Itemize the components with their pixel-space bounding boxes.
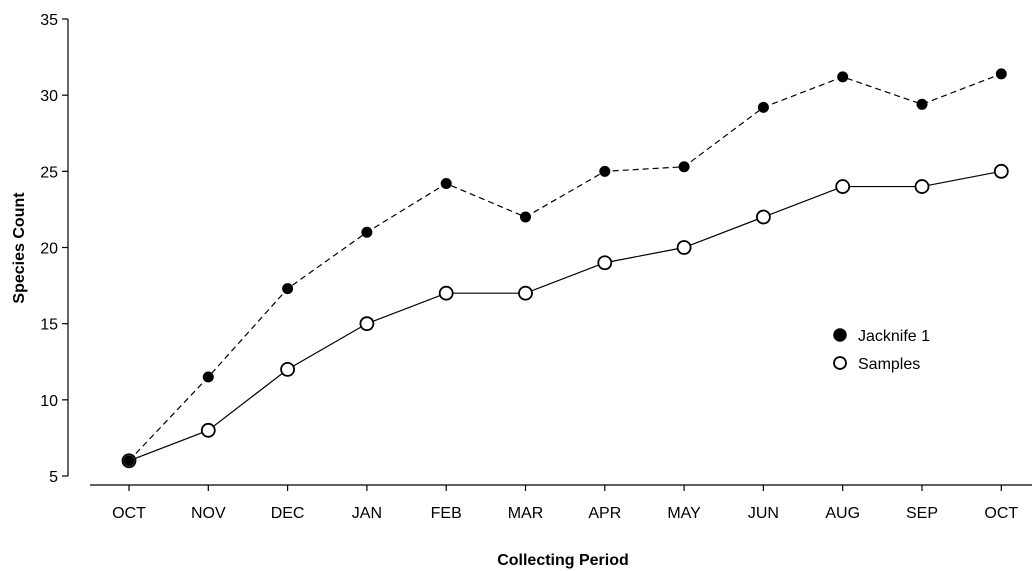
series-lines: [128, 73, 1002, 462]
data-point-jacknife: [123, 455, 135, 467]
data-point-jacknife: [599, 165, 611, 177]
x-tick-label: OCT: [112, 505, 146, 522]
x-tick-label: SEP: [906, 505, 938, 522]
data-point-jacknife: [440, 178, 452, 190]
data-point-samples: [676, 240, 692, 255]
data-point-samples: [914, 179, 930, 194]
y-tick-label: 10: [40, 393, 58, 410]
data-point-jacknife: [202, 371, 214, 383]
y-tick-label: 5: [49, 469, 58, 486]
x-tick-label: MAY: [667, 505, 701, 522]
data-point-samples: [835, 179, 851, 194]
legend-label: Jacknife 1: [858, 328, 930, 345]
y-tick-label: 20: [40, 241, 58, 258]
series-line-samples: [128, 170, 1002, 462]
x-tick-label: JUN: [748, 505, 779, 522]
y-tick-label: 25: [40, 164, 58, 181]
data-point-jacknife: [995, 68, 1007, 80]
y-axis-ticks: 5 10 15 20 25 30 35: [40, 12, 68, 486]
x-tick-label: FEB: [431, 505, 462, 522]
x-axis-title: Collecting Period: [497, 552, 629, 569]
data-point-samples: [756, 209, 771, 225]
legend-item-jacknife: Jacknife 1: [833, 328, 930, 345]
x-tick-label: OCT: [984, 505, 1018, 522]
data-point-jacknife: [520, 211, 531, 223]
series-line-jacknife: [128, 73, 1002, 462]
series-points: [121, 68, 1009, 469]
data-point-jacknife: [282, 283, 294, 295]
data-point-samples: [359, 316, 375, 332]
data-point-jacknife: [837, 71, 849, 83]
x-tick-label: AUG: [825, 505, 860, 522]
legend-item-samples: Samples: [833, 356, 920, 373]
data-point-jacknife: [678, 161, 690, 173]
y-axis-title: Species Count: [11, 192, 28, 304]
data-point-samples: [597, 255, 613, 271]
x-tick-label: NOV: [191, 505, 226, 522]
data-point-jacknife: [361, 226, 373, 238]
data-point-samples: [438, 285, 454, 301]
x-tick-label: MAR: [508, 505, 544, 522]
data-point-jacknife: [916, 98, 928, 110]
legend-marker-open-circle-icon: [833, 356, 847, 370]
x-axis-ticks: OCT NOV DEC JAN FEB MAR APR MAY JUN AUG SEP OCT: [112, 485, 1018, 522]
y-tick-label: 15: [40, 317, 58, 334]
x-tick-label: DEC: [271, 505, 305, 522]
data-point-jacknife: [757, 101, 769, 113]
axes: [67, 19, 1032, 486]
x-tick-label: APR: [588, 505, 621, 522]
y-tick-label: 35: [40, 12, 58, 29]
data-point-samples: [200, 422, 216, 438]
data-point-samples: [280, 361, 296, 377]
data-point-samples: [518, 285, 533, 301]
legend-label: Samples: [858, 356, 920, 373]
legend-marker-filled-circle-icon: [833, 328, 847, 342]
legend: Jacknife 1 Samples: [833, 328, 930, 373]
y-tick-label: 30: [40, 88, 58, 105]
data-point-samples: [993, 163, 1009, 179]
x-tick-label: JAN: [352, 505, 382, 522]
